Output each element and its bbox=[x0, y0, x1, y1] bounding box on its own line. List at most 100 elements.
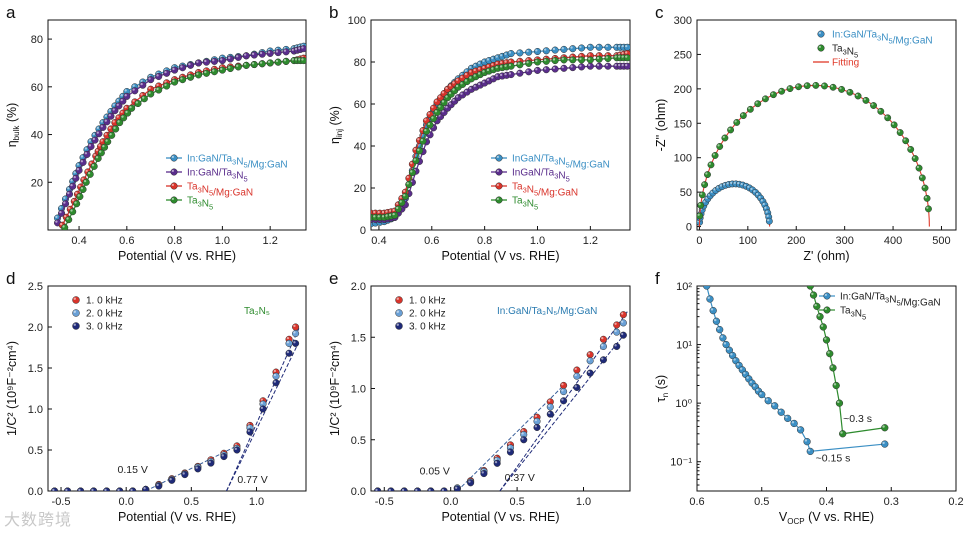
data-point-highlight bbox=[228, 56, 231, 59]
data-point-highlight bbox=[100, 125, 103, 128]
data-point bbox=[76, 193, 84, 201]
data-point-highlight bbox=[373, 215, 376, 218]
x-axis-label: VOCP (V vs. RHE) bbox=[779, 510, 874, 526]
data-point-highlight bbox=[526, 49, 529, 53]
data-point bbox=[72, 174, 80, 182]
legend-marker bbox=[72, 309, 80, 317]
legend-label: In:GaN/Ta3N5/Mg:GaN bbox=[187, 154, 288, 171]
data-point-highlight bbox=[220, 67, 223, 71]
data-point-highlight bbox=[791, 421, 795, 424]
data-point-highlight bbox=[417, 138, 420, 141]
data-point-highlight bbox=[267, 51, 271, 54]
data-point-highlight bbox=[234, 447, 237, 450]
data-point bbox=[194, 59, 203, 67]
data-point bbox=[171, 66, 179, 74]
data-point-highlight bbox=[587, 352, 591, 355]
data-point bbox=[551, 65, 559, 73]
fitting-curve bbox=[698, 183, 771, 227]
data-point bbox=[716, 143, 724, 150]
data-point-highlight bbox=[427, 122, 431, 125]
data-point-highlight bbox=[561, 383, 564, 386]
data-point bbox=[829, 83, 837, 91]
data-point-highlight bbox=[298, 58, 301, 61]
panel-c: 0 100 200 300 400 500 0 50 100 150 200 250 300 Z' (oh… bbox=[654, 3, 957, 263]
x-axis-label: Potential (V vs. RHE) bbox=[441, 510, 559, 524]
data-point-highlight bbox=[477, 61, 481, 65]
data-point-highlight bbox=[75, 191, 78, 195]
panel-letter: b bbox=[329, 3, 338, 22]
data-point bbox=[525, 48, 533, 56]
data-point-highlight bbox=[926, 206, 929, 209]
data-point bbox=[586, 351, 594, 359]
data-point bbox=[586, 62, 594, 70]
legend-label: InGaN/Ta3N5/Mg:GaN bbox=[512, 154, 610, 171]
data-point bbox=[86, 170, 94, 178]
data-point bbox=[711, 152, 719, 159]
x-tick-label: 1.0 bbox=[530, 235, 545, 247]
data-point bbox=[560, 381, 568, 389]
data-point bbox=[551, 46, 559, 54]
data-point-highlight bbox=[55, 215, 58, 219]
data-point bbox=[194, 465, 202, 473]
data-point-highlight bbox=[434, 99, 438, 102]
data-point-highlight bbox=[697, 213, 700, 216]
dashed-fit-line bbox=[456, 385, 564, 491]
data-point-highlight bbox=[621, 63, 624, 67]
data-point-highlight bbox=[413, 147, 416, 151]
data-point-highlight bbox=[499, 65, 503, 68]
data-point-highlight bbox=[760, 199, 763, 202]
data-point-highlight bbox=[716, 186, 719, 189]
data-point-highlight bbox=[172, 79, 175, 83]
x-tick-label: 1.0 bbox=[249, 496, 264, 508]
data-point-highlight bbox=[148, 86, 151, 90]
data-point bbox=[806, 447, 814, 456]
x-tick-label: 0 bbox=[696, 235, 702, 247]
y-tick-label: 200 bbox=[674, 84, 692, 96]
data-point-highlight bbox=[547, 404, 551, 407]
data-point-highlight bbox=[125, 110, 128, 114]
data-point bbox=[75, 166, 83, 174]
data-point-highlight bbox=[477, 82, 481, 86]
data-point bbox=[77, 487, 85, 491]
data-point-highlight bbox=[762, 202, 765, 206]
text-span: 5 bbox=[243, 161, 247, 170]
data-point-highlight bbox=[259, 51, 263, 55]
data-point bbox=[282, 48, 290, 56]
data-point bbox=[142, 485, 150, 491]
data-point-highlight bbox=[259, 61, 263, 64]
data-point-highlight bbox=[108, 109, 111, 112]
data-point bbox=[719, 334, 727, 342]
data-point-highlight bbox=[508, 72, 512, 75]
data-point-highlight bbox=[283, 59, 287, 62]
x-tick-label: 400 bbox=[884, 235, 902, 247]
text-span: N bbox=[527, 185, 534, 196]
x-axis-label: Potential (V vs. RHE) bbox=[118, 510, 236, 524]
data-point bbox=[777, 408, 785, 416]
data-point-highlight bbox=[570, 57, 573, 60]
legend-marker bbox=[72, 322, 80, 330]
data-point bbox=[300, 57, 306, 65]
y-tick-label: 10⁻¹ bbox=[670, 457, 692, 469]
data-point bbox=[923, 194, 931, 202]
text-span: 5 bbox=[888, 37, 892, 46]
data-point-highlight bbox=[301, 58, 304, 61]
data-point bbox=[902, 137, 910, 145]
series-group bbox=[50, 323, 300, 491]
y-tick-label: 1.5 bbox=[28, 363, 43, 375]
data-point-highlight bbox=[579, 45, 582, 49]
data-point-highlight bbox=[164, 83, 167, 87]
data-point bbox=[207, 459, 215, 467]
data-point bbox=[803, 82, 811, 90]
data-point-highlight bbox=[117, 120, 120, 123]
legend-marker bbox=[823, 306, 831, 314]
text-span: N bbox=[558, 171, 565, 182]
legend-label: Ta3N5/Mg:GaN bbox=[512, 182, 578, 199]
text-span: 5 bbox=[209, 189, 213, 198]
data-point-highlight bbox=[196, 72, 199, 75]
data-point bbox=[258, 60, 266, 68]
data-point bbox=[374, 487, 382, 491]
data-point-highlight bbox=[104, 488, 107, 491]
data-point-highlight bbox=[494, 461, 498, 464]
data-point-highlight bbox=[499, 73, 503, 76]
data-point bbox=[533, 423, 541, 432]
